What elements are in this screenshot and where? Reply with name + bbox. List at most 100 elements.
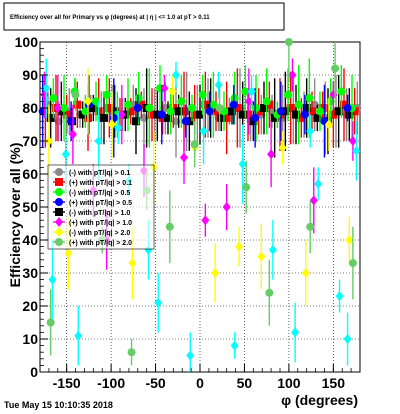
data-point xyxy=(281,107,290,116)
legend-marker xyxy=(55,208,63,216)
data-point xyxy=(180,107,188,116)
y-tick-label: 0 xyxy=(30,364,38,380)
data-point xyxy=(316,107,324,116)
data-point xyxy=(265,100,274,109)
data-point xyxy=(276,107,285,116)
data-point xyxy=(335,291,344,302)
data-point xyxy=(137,100,146,109)
data-point xyxy=(238,159,247,170)
data-point xyxy=(350,107,359,116)
data-point xyxy=(126,107,135,116)
data-point xyxy=(62,110,71,119)
legend-label: (+) with pT/|q| > 0.5 xyxy=(69,200,132,207)
data-point xyxy=(78,110,87,119)
data-point xyxy=(343,334,352,344)
data-point xyxy=(294,100,303,109)
data-point xyxy=(188,104,196,112)
data-point xyxy=(168,86,177,97)
data-point xyxy=(318,104,327,112)
y-tick-label: 10 xyxy=(22,331,38,347)
data-point xyxy=(228,107,236,116)
data-point xyxy=(270,113,279,122)
series-group xyxy=(49,58,356,148)
data-point xyxy=(242,183,251,192)
legend-marker xyxy=(55,188,63,196)
data-point xyxy=(306,126,315,137)
data-point xyxy=(132,117,140,126)
legend-label: (-) with pT/|q| > 0.1 xyxy=(69,170,130,177)
data-point xyxy=(254,107,263,116)
data-point xyxy=(67,117,76,126)
data-point xyxy=(222,202,231,212)
data-point xyxy=(334,107,343,116)
data-point xyxy=(292,110,300,119)
data-point xyxy=(127,348,136,357)
legend-marker xyxy=(55,168,63,176)
data-point xyxy=(134,94,143,103)
y-tick-label: 70 xyxy=(22,133,38,149)
data-point xyxy=(260,104,268,112)
legend-label: (+) with pT/|q| > 2.0 xyxy=(69,240,132,247)
x-tick-label: 150 xyxy=(322,375,346,391)
data-point xyxy=(278,142,287,153)
data-point xyxy=(148,110,156,119)
data-point xyxy=(108,119,116,130)
data-point xyxy=(205,107,214,116)
data-point xyxy=(186,350,195,361)
data-point xyxy=(196,110,204,119)
x-tick-label: 50 xyxy=(237,375,253,391)
data-point xyxy=(53,103,62,113)
data-point xyxy=(222,113,231,122)
data-point xyxy=(284,90,292,99)
data-point xyxy=(247,86,256,97)
data-point xyxy=(102,90,111,99)
data-point xyxy=(180,152,188,163)
data-point xyxy=(308,107,316,116)
data-point xyxy=(301,268,310,278)
data-point xyxy=(128,258,137,269)
x-tick-label: 0 xyxy=(196,375,204,391)
data-point xyxy=(300,110,309,119)
legend-label: (+) with pT/|q| > 1.0 xyxy=(69,220,132,227)
data-point xyxy=(190,110,199,119)
data-point xyxy=(306,222,315,231)
data-point xyxy=(252,104,260,112)
data-point xyxy=(44,136,53,146)
legend-label: (-) with pT/|q| > 1.0 xyxy=(69,210,130,217)
data-point xyxy=(190,140,199,149)
data-point xyxy=(329,110,338,119)
data-point xyxy=(230,94,239,103)
data-point xyxy=(198,90,207,99)
y-tick-label: 100 xyxy=(15,34,39,50)
legend-marker xyxy=(55,198,63,206)
x-tick-label: -150 xyxy=(53,375,81,391)
data-point xyxy=(324,119,333,130)
x-tick-label: -50 xyxy=(145,375,165,391)
chart-title: Efficiency over all for Primary vs φ (de… xyxy=(10,15,210,21)
data-point xyxy=(235,241,244,252)
data-point xyxy=(109,113,118,122)
data-point xyxy=(284,38,293,46)
x-tick-label: -100 xyxy=(97,375,125,391)
data-point xyxy=(345,110,354,119)
data-point xyxy=(42,83,51,94)
data-point xyxy=(145,104,154,112)
data-point xyxy=(61,149,70,160)
y-tick-label: 20 xyxy=(22,298,38,314)
data-point xyxy=(262,97,271,106)
data-point xyxy=(64,248,73,259)
data-point xyxy=(201,215,210,226)
data-point xyxy=(60,104,68,112)
y-axis-title: Efficiency over all (%) xyxy=(7,143,23,288)
data-point xyxy=(297,113,306,122)
data-point xyxy=(165,222,174,231)
data-point xyxy=(314,178,323,189)
data-point xyxy=(153,110,162,119)
data-point xyxy=(100,113,108,122)
data-point xyxy=(251,113,260,122)
data-point xyxy=(174,107,183,116)
data-point xyxy=(160,83,169,94)
data-point xyxy=(215,104,224,112)
data-point xyxy=(154,297,163,308)
